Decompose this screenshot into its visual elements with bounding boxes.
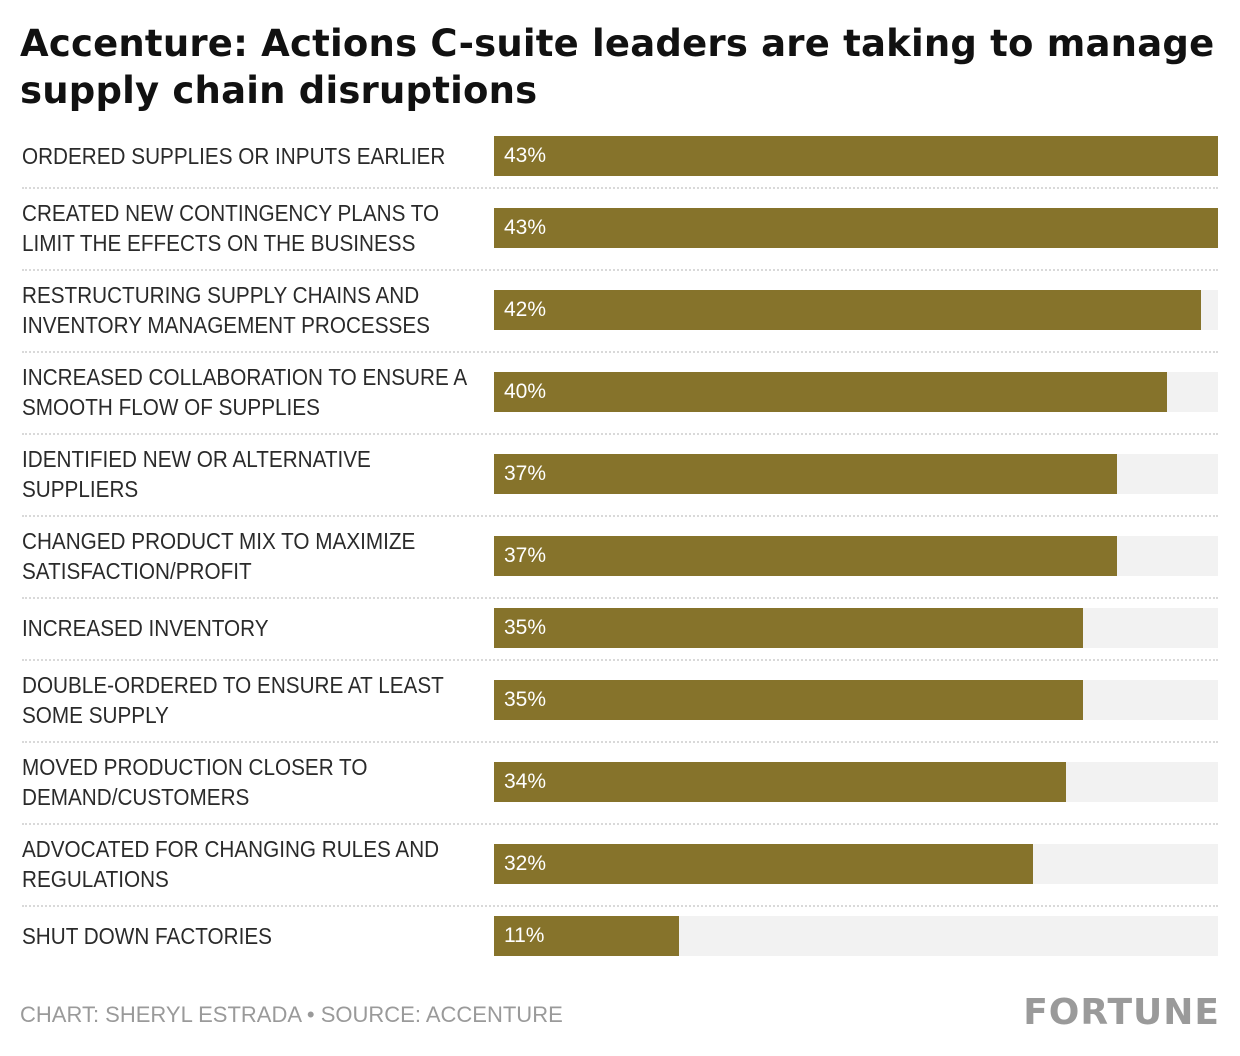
bar-row: RESTRUCTURING SUPPLY CHAINS AND INVENTOR… xyxy=(22,269,1218,351)
bar-track: 35% xyxy=(494,608,1218,648)
value-label: 35% xyxy=(504,616,547,639)
bar-track: 43% xyxy=(494,208,1218,248)
bar-track: 43% xyxy=(494,136,1218,176)
value-label: 43% xyxy=(504,144,547,167)
category-label: MOVED PRODUCTION CLOSER TO DEMAND/CUSTOM… xyxy=(22,754,368,810)
bar-track: 37% xyxy=(494,454,1218,494)
bar: 35% xyxy=(494,680,1083,720)
bar-track: 34% xyxy=(494,762,1218,802)
bar-track: 35% xyxy=(494,680,1218,720)
value-label: 34% xyxy=(504,770,547,793)
category-label: ORDERED SUPPLIES OR INPUTS EARLIER xyxy=(22,143,446,169)
row-divider xyxy=(22,269,1218,271)
category-label: CREATED NEW CONTINGENCY PLANS TO LIMIT T… xyxy=(22,200,440,256)
bar-row: IDENTIFIED NEW OR ALTERNATIVE SUPPLIERS 3… xyxy=(22,433,1218,515)
bar-track: 42% xyxy=(494,290,1218,330)
bar: 34% xyxy=(494,762,1066,802)
value-label: 35% xyxy=(504,688,547,711)
row-divider xyxy=(22,823,1218,825)
bar: 42% xyxy=(494,290,1201,330)
bar: 37% xyxy=(494,536,1117,576)
value-label: 42% xyxy=(504,298,547,321)
row-divider xyxy=(22,515,1218,517)
value-label: 37% xyxy=(504,544,547,567)
row-divider xyxy=(22,351,1218,353)
row-divider xyxy=(22,433,1218,435)
bar: 43% xyxy=(494,208,1218,248)
bar-track: 40% xyxy=(494,372,1218,412)
bar: 32% xyxy=(494,844,1033,884)
bar-chart: ORDERED SUPPLIES OR INPUTS EARLIER 43% CRE… xyxy=(22,128,1218,964)
chart-credit: CHART: SHERYL ESTRADA • SOURCE: ACCENTUR… xyxy=(20,1002,563,1027)
bar-row: INCREASED INVENTORY 35% xyxy=(22,600,1218,656)
bar: 43% xyxy=(494,136,1218,176)
bar-row: ADVOCATED FOR CHANGING RULES AND REGULAT… xyxy=(22,823,1218,905)
bar-track: 32% xyxy=(494,844,1218,884)
category-label: INCREASED INVENTORY xyxy=(22,615,269,641)
row-divider xyxy=(22,659,1218,661)
category-label: DOUBLE-ORDERED TO ENSURE AT LEAST SOME S… xyxy=(22,672,444,728)
bar-row: INCREASED COLLABORATION TO ENSURE A SMOO… xyxy=(22,351,1218,433)
bar-track: 11% xyxy=(494,916,1218,956)
value-label: 37% xyxy=(504,462,547,485)
value-label: 43% xyxy=(504,216,547,239)
row-divider xyxy=(22,187,1218,189)
category-label: CHANGED PRODUCT MIX TO MAXIMIZE SATISFAC… xyxy=(22,528,416,584)
category-label: RESTRUCTURING SUPPLY CHAINS AND INVENTOR… xyxy=(22,282,430,338)
bar: 11% xyxy=(494,916,679,956)
value-label: 11% xyxy=(504,924,545,947)
category-label: ADVOCATED FOR CHANGING RULES AND REGULAT… xyxy=(22,836,440,892)
row-divider xyxy=(22,597,1218,599)
bar-row: DOUBLE-ORDERED TO ENSURE AT LEAST SOME S… xyxy=(22,659,1218,741)
value-label: 40% xyxy=(504,380,547,403)
category-label: SHUT DOWN FACTORIES xyxy=(22,923,272,949)
category-label: INCREASED COLLABORATION TO ENSURE A SMOO… xyxy=(22,364,467,420)
bar: 40% xyxy=(494,372,1167,412)
bar-row: ORDERED SUPPLIES OR INPUTS EARLIER 43% xyxy=(22,128,1218,184)
bar-track: 37% xyxy=(494,536,1218,576)
category-label: IDENTIFIED NEW OR ALTERNATIVE SUPPLIERS xyxy=(22,446,371,502)
row-divider xyxy=(22,905,1218,907)
chart-title: Accenture: Actions C-suite leaders are t… xyxy=(20,22,1215,112)
bar-row: CHANGED PRODUCT MIX TO MAXIMIZE SATISFAC… xyxy=(22,515,1218,597)
fortune-logo: FORTUNE xyxy=(1023,992,1220,1033)
value-label: 32% xyxy=(504,852,547,875)
bar: 35% xyxy=(494,608,1083,648)
bar: 37% xyxy=(494,454,1117,494)
bar-row: SHUT DOWN FACTORIES 11% xyxy=(22,908,1218,964)
bar-row: MOVED PRODUCTION CLOSER TO DEMAND/CUSTOM… xyxy=(22,741,1218,823)
row-divider xyxy=(22,741,1218,743)
bar-row: CREATED NEW CONTINGENCY PLANS TO LIMIT T… xyxy=(22,187,1218,269)
